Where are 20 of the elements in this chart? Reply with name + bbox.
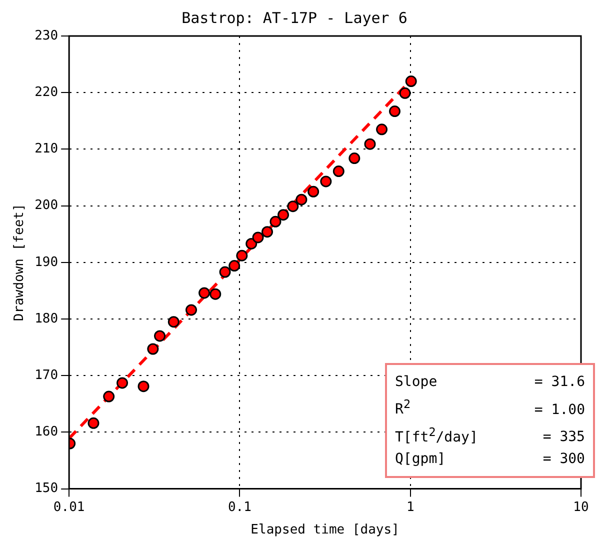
y-tick-label: 150 [34, 481, 58, 496]
y-tick-label: 160 [34, 424, 58, 440]
text: Slope = 31.6 [395, 374, 585, 390]
y-tick-label: 210 [34, 142, 58, 157]
x-tick-label: 10 [573, 500, 589, 515]
y-tick-label: 190 [34, 254, 58, 270]
y-axis-title: Drawdown [feet] [12, 204, 28, 322]
y-tick-label: 200 [34, 198, 58, 214]
y-tick-label: 230 [34, 28, 58, 44]
x-tick-label: 0.1 [228, 500, 252, 515]
text: T[ft$^{2}$/day] = 335 [395, 424, 585, 446]
text: Q[gpm] = 300 [395, 451, 585, 468]
y-tick-label: 170 [34, 368, 58, 383]
x-tick-label: 0.01 [53, 500, 85, 515]
chart-title: Bastrop: AT-17P - Layer 6 [182, 8, 408, 27]
x-axis-title: Elapsed time [days] [250, 522, 400, 538]
x-tick-label: 1 [406, 500, 414, 515]
text: R$^{2}$ = 1.00 [395, 397, 585, 418]
y-tick-label: 220 [34, 84, 58, 100]
y-tick-label: 180 [34, 311, 58, 326]
